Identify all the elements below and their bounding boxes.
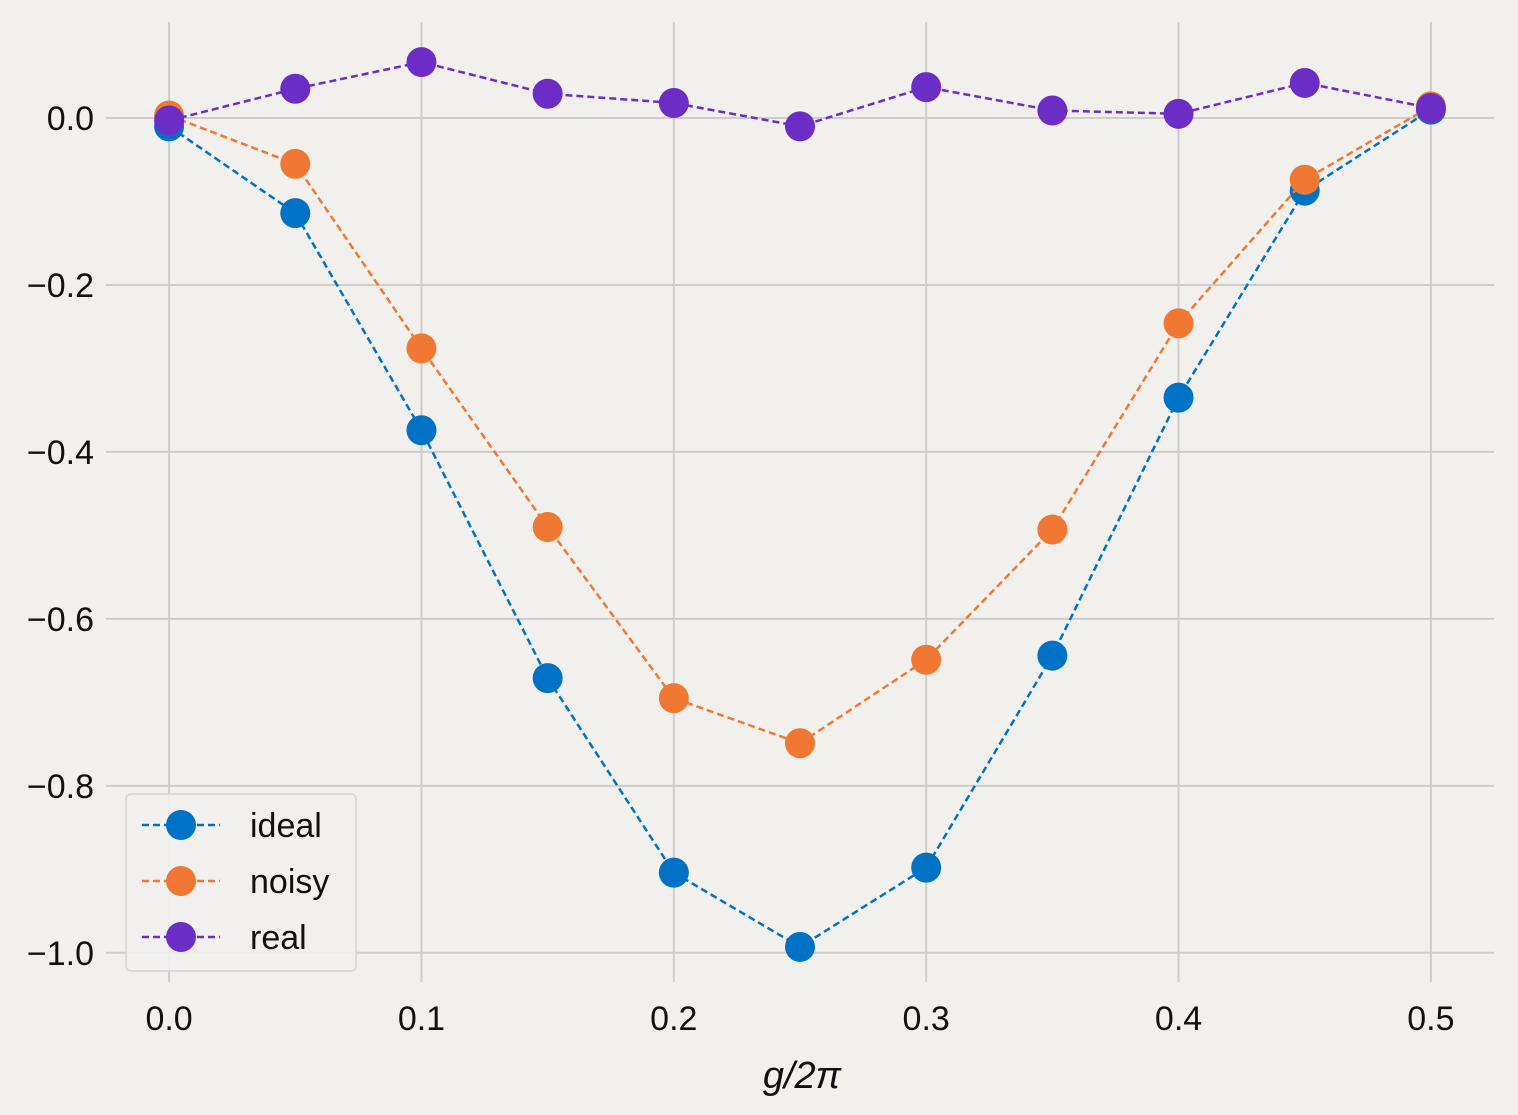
data-point-ideal: [406, 415, 437, 446]
series-line-noisy: [168, 105, 1432, 745]
legend-label: real: [250, 919, 307, 957]
x-tick-label: 0.5: [1407, 1000, 1454, 1038]
data-point-ideal: [1163, 382, 1194, 413]
data-point-ideal: [1037, 640, 1068, 671]
y-tick-label: −0.2: [27, 267, 94, 305]
x-tick-label: 0.1: [398, 1000, 445, 1038]
y-tick-label: −0.8: [27, 768, 94, 806]
data-point-noisy: [911, 644, 942, 675]
legend-marker: [166, 866, 196, 896]
data-point-ideal: [911, 852, 942, 883]
data-point-real: [154, 105, 185, 136]
data-point-real: [1415, 92, 1446, 123]
data-point-real: [1037, 95, 1068, 126]
legend-item-ideal: ideal: [142, 807, 322, 845]
series-real: [154, 47, 1446, 142]
data-point-real: [1289, 67, 1320, 98]
data-point-real: [406, 47, 437, 78]
data-point-real: [532, 78, 563, 109]
legend-item-noisy: noisy: [142, 863, 329, 901]
tick-labels: 0.0 0.1 0.2 0.3 0.4 0.5 0.0 −0.2 −0.4 −0.6 −0.8 −1.…: [27, 100, 1455, 1038]
data-point-real: [280, 73, 311, 104]
data-point-noisy: [532, 512, 563, 543]
legend-label: ideal: [250, 807, 322, 845]
data-point-real: [785, 111, 815, 142]
data-point-noisy: [1289, 164, 1320, 195]
x-axis-label: g/2π: [763, 1055, 843, 1097]
legend-marker: [166, 922, 196, 952]
legend: ideal noisy real: [125, 793, 357, 972]
data-point-real: [1163, 98, 1194, 129]
data-point-ideal: [532, 663, 563, 694]
series-noisy: [154, 91, 1446, 759]
series-ideal: [154, 94, 1446, 962]
data-point-noisy: [658, 683, 689, 714]
x-tick-label: 0.0: [145, 1000, 192, 1038]
y-tick-label: 0.0: [47, 100, 94, 138]
data-point-noisy: [1163, 308, 1194, 339]
data-point-noisy: [406, 333, 437, 364]
data-point-real: [658, 87, 689, 118]
series-layer: [154, 47, 1446, 962]
x-tick-label: 0.4: [1155, 1000, 1202, 1038]
data-point-ideal: [658, 857, 689, 888]
y-tick-label: −0.4: [27, 434, 94, 472]
data-point-ideal: [280, 198, 311, 229]
data-point-ideal: [785, 931, 815, 962]
legend-label: noisy: [250, 863, 329, 901]
x-tick-label: 0.3: [903, 1000, 950, 1038]
legend-marker: [166, 810, 196, 840]
y-tick-label: −1.0: [27, 935, 94, 973]
data-point-real: [911, 72, 942, 103]
x-tick-label: 0.2: [650, 1000, 697, 1038]
data-point-noisy: [280, 148, 311, 179]
legend-item-real: real: [142, 919, 307, 957]
data-point-noisy: [1037, 514, 1068, 545]
data-point-noisy: [785, 728, 815, 759]
y-tick-label: −0.6: [27, 601, 94, 639]
